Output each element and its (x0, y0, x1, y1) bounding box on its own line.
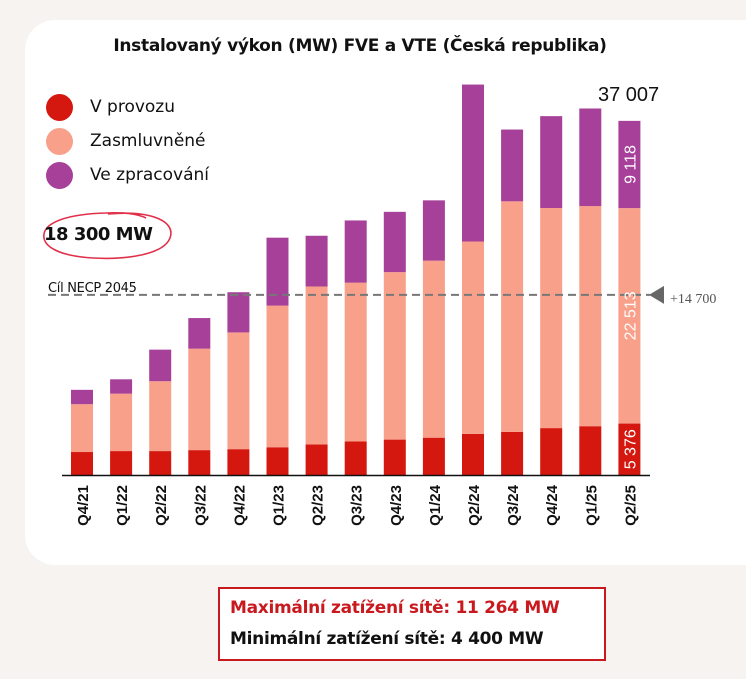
x-tick-label: Q3/24 (505, 484, 522, 526)
bar-segment-v-provozu (422, 437, 445, 475)
bar-segment-v-provozu (149, 451, 172, 475)
bar-segment-v-provozu (462, 433, 484, 475)
x-tick-label: Q2/22 (153, 485, 170, 526)
bar-segment-zasmluvnene (266, 305, 289, 448)
legend-item-v-provozu: V provozu (46, 90, 209, 124)
necp-target-badge: 18 300 MW (44, 224, 153, 245)
bar-segment-zasmluvnene (462, 241, 484, 434)
bar-segment-zasmluvnene (618, 208, 641, 424)
bar-segment-zasmluvnene (149, 381, 172, 452)
bar-segment-ve-zpracovani (462, 84, 484, 242)
legend-label: Ve zpracování (90, 165, 210, 185)
x-tick-label: Q2/23 (310, 485, 327, 526)
x-tick-label: Q4/24 (544, 484, 561, 526)
x-tick-label: Q3/22 (192, 485, 209, 526)
bar-segment-zasmluvnene (188, 348, 211, 451)
bar-segment-ve-zpracovani (266, 237, 289, 306)
total-annotation: 37 007 (598, 84, 660, 106)
bar-segment-ve-zpracovani (188, 318, 211, 349)
necp-arrow-icon (649, 285, 664, 304)
x-tick-label: Q4/23 (388, 485, 405, 526)
bar-segment-zasmluvnene (501, 201, 524, 432)
legend-dot-icon (46, 127, 73, 155)
x-tick-label: Q1/22 (114, 485, 131, 526)
bar-segment-v-provozu (110, 451, 133, 475)
necp-delta-label: +14 700 (670, 292, 717, 307)
bar-segment-v-provozu (579, 426, 602, 475)
bar-segment-ve-zpracovani (149, 349, 172, 382)
x-axis-labels: Q4/21 Q1/22 Q2/22 Q3/22 Q4/22 Q1/23 Q2/23 Q3/23… (75, 484, 639, 526)
x-tick-label: Q3/23 (349, 485, 366, 526)
bar-segment-ve-zpracovani (618, 120, 641, 209)
bar-segment-ve-zpracovani (540, 116, 563, 209)
bar-segment-v-provozu (344, 441, 367, 475)
x-tick-label: Q4/22 (231, 485, 248, 526)
bar-segment-zasmluvnene (383, 272, 406, 440)
necp-label: Cíl NECP 2045 (48, 281, 137, 296)
bar-segment-zasmluvnene (579, 206, 602, 427)
bar-segment-v-provozu (618, 423, 641, 475)
legend-dot-icon (46, 93, 73, 121)
x-tick-label: Q2/24 (466, 484, 483, 526)
bar-segment-ve-zpracovani (305, 235, 328, 287)
bar-segment-zasmluvnene (227, 332, 250, 450)
bar-segment-ve-zpracovani (344, 220, 367, 283)
bar-segment-v-provozu (188, 450, 211, 475)
bar-segment-v-provozu (501, 431, 524, 475)
bar-segment-zasmluvnene (422, 260, 445, 438)
segment-data-label: 9 118 (622, 145, 639, 184)
target-ellipse-icon (43, 211, 172, 260)
bar-segment-ve-zpracovani (422, 200, 445, 261)
bar-segment-v-provozu (305, 444, 328, 475)
legend: V provozu Zasmluvněné Ve zpracování (46, 90, 209, 192)
bar-segment-v-provozu (227, 449, 250, 475)
bar-segment-ve-zpracovani (579, 108, 602, 207)
x-tick-label: Q1/23 (271, 485, 288, 526)
bar-segment-ve-zpracovani (110, 379, 133, 394)
bar-segment-v-provozu (383, 439, 406, 475)
chart-title: Instalovaný výkon (MW) FVE a VTE (Česká … (113, 36, 607, 56)
legend-item-zasmluvnene: Zasmluvněné (46, 124, 209, 158)
legend-item-ve-zpracovani: Ve zpracování (46, 158, 209, 192)
bar-segment-ve-zpracovani (227, 292, 250, 333)
bar-segment-zasmluvnene (540, 208, 563, 429)
x-tick-label: Q1/25 (583, 485, 600, 526)
legend-dot-icon (46, 161, 73, 189)
bar-segment-zasmluvnene (344, 282, 367, 442)
x-tick-label: Q2/25 (622, 485, 639, 526)
bar-segment-zasmluvnene (305, 286, 328, 445)
min-grid-load: Minimální zatížení sítě: 4 400 MW (230, 629, 544, 649)
bar-segment-v-provozu (540, 428, 563, 475)
bar-segment-ve-zpracovani (71, 389, 93, 405)
bars-group (71, 84, 641, 475)
bar-segment-ve-zpracovani (383, 211, 406, 273)
bar-segment-zasmluvnene (71, 404, 93, 453)
bar-segment-v-provozu (266, 447, 289, 475)
max-grid-load: Maximální zatížení sítě: 11 264 MW (230, 598, 560, 618)
legend-label: V provozu (90, 97, 175, 117)
segment-data-labels: 5 376 22 513 9 118 (622, 145, 639, 469)
segment-data-label: 5 376 (622, 429, 639, 469)
bar-segment-zasmluvnene (110, 393, 133, 452)
x-tick-label: Q1/24 (427, 484, 444, 526)
x-tick-label: Q4/21 (75, 485, 92, 526)
bar-segment-v-provozu (71, 452, 93, 475)
legend-label: Zasmluvněné (90, 131, 206, 151)
segment-data-label: 22 513 (622, 291, 639, 340)
grid-load-info-box: Maximální zatížení sítě: 11 264 MW Minim… (218, 587, 606, 661)
bar-segment-ve-zpracovani (501, 129, 524, 202)
